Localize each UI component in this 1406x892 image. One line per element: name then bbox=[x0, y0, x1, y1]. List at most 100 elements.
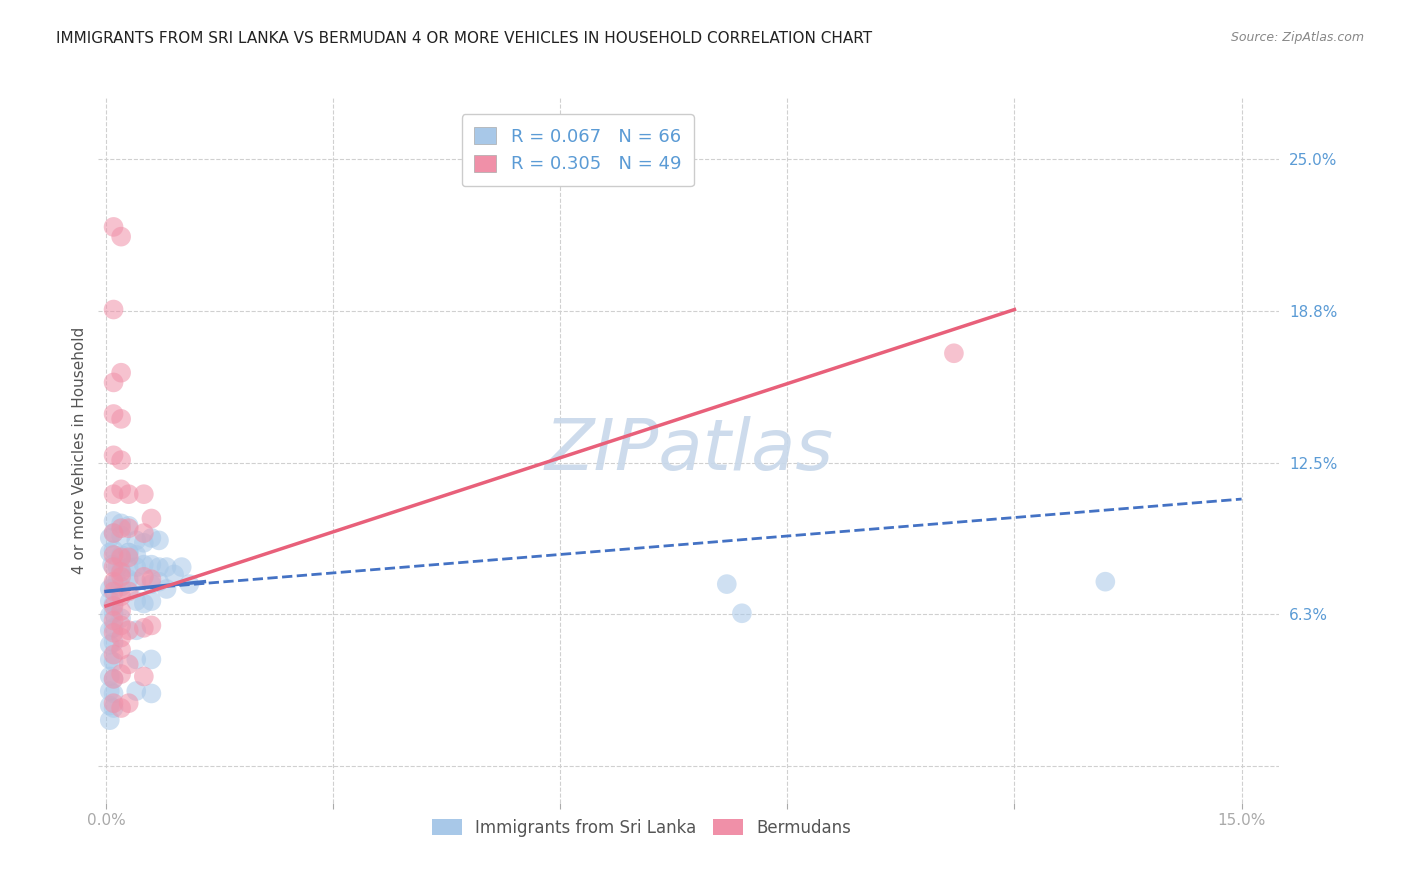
Point bbox=[98, 531, 121, 545]
Point bbox=[125, 624, 148, 638]
Point bbox=[103, 686, 125, 700]
Point bbox=[110, 483, 132, 497]
Point bbox=[98, 684, 121, 698]
Point bbox=[103, 696, 125, 710]
Point bbox=[103, 672, 125, 686]
Point bbox=[118, 657, 141, 672]
Point bbox=[103, 614, 125, 628]
Point bbox=[103, 577, 125, 591]
Point bbox=[132, 536, 155, 550]
Point bbox=[103, 302, 125, 317]
Point bbox=[148, 574, 170, 589]
Point bbox=[118, 521, 141, 535]
Point bbox=[1094, 574, 1116, 589]
Point bbox=[125, 684, 148, 698]
Point bbox=[103, 607, 125, 621]
Point bbox=[141, 572, 163, 586]
Point bbox=[103, 376, 125, 390]
Point bbox=[103, 599, 125, 613]
Point bbox=[110, 580, 132, 594]
Point bbox=[110, 642, 132, 657]
Point bbox=[98, 545, 121, 559]
Point bbox=[141, 686, 163, 700]
Point bbox=[118, 487, 141, 501]
Point bbox=[103, 672, 125, 686]
Legend: Immigrants from Sri Lanka, Bermudans: Immigrants from Sri Lanka, Bermudans bbox=[425, 813, 858, 844]
Point bbox=[132, 621, 155, 635]
Point bbox=[103, 635, 125, 649]
Point bbox=[98, 594, 121, 608]
Point bbox=[110, 516, 132, 531]
Point bbox=[132, 597, 155, 611]
Point bbox=[103, 597, 125, 611]
Point bbox=[110, 604, 132, 618]
Point bbox=[103, 701, 125, 715]
Point bbox=[148, 533, 170, 548]
Point bbox=[125, 560, 148, 574]
Point bbox=[118, 624, 141, 638]
Point bbox=[103, 548, 125, 562]
Point bbox=[141, 511, 163, 525]
Point bbox=[148, 560, 170, 574]
Point bbox=[110, 412, 132, 426]
Point bbox=[110, 521, 132, 535]
Point bbox=[141, 652, 163, 666]
Point bbox=[141, 531, 163, 545]
Point bbox=[110, 565, 132, 579]
Point bbox=[105, 560, 128, 574]
Point bbox=[103, 625, 125, 640]
Point bbox=[103, 407, 125, 421]
Point bbox=[98, 652, 121, 666]
Point bbox=[110, 589, 132, 603]
Point bbox=[103, 648, 125, 662]
Point bbox=[103, 526, 125, 541]
Point bbox=[141, 594, 163, 608]
Point bbox=[110, 550, 132, 565]
Text: Source: ZipAtlas.com: Source: ZipAtlas.com bbox=[1230, 31, 1364, 45]
Point bbox=[110, 548, 132, 562]
Point bbox=[110, 618, 132, 632]
Point bbox=[118, 560, 141, 574]
Point bbox=[98, 669, 121, 683]
Point bbox=[110, 570, 132, 584]
Point bbox=[103, 574, 125, 589]
Point bbox=[103, 514, 125, 528]
Point bbox=[98, 698, 121, 713]
Point bbox=[103, 621, 125, 635]
Point bbox=[98, 713, 121, 727]
Point bbox=[103, 560, 125, 574]
Point bbox=[98, 624, 121, 638]
Text: IMMIGRANTS FROM SRI LANKA VS BERMUDAN 4 OR MORE VEHICLES IN HOUSEHOLD CORRELATIO: IMMIGRANTS FROM SRI LANKA VS BERMUDAN 4 … bbox=[56, 31, 872, 46]
Point bbox=[118, 584, 141, 599]
Point bbox=[118, 545, 141, 559]
Point bbox=[103, 487, 125, 501]
Point bbox=[98, 582, 121, 596]
Point bbox=[179, 577, 201, 591]
Point bbox=[98, 638, 121, 652]
Point bbox=[170, 560, 193, 574]
Point bbox=[132, 526, 155, 541]
Point bbox=[110, 631, 132, 645]
Point bbox=[125, 533, 148, 548]
Point bbox=[103, 655, 125, 669]
Point bbox=[110, 611, 132, 625]
Point bbox=[103, 526, 125, 541]
Point bbox=[110, 366, 132, 380]
Text: ZIPatlas: ZIPatlas bbox=[544, 416, 834, 485]
Point bbox=[132, 570, 155, 584]
Point bbox=[98, 608, 121, 623]
Point bbox=[118, 550, 141, 565]
Point bbox=[155, 582, 177, 596]
Point bbox=[132, 558, 155, 572]
Point bbox=[103, 448, 125, 462]
Point bbox=[103, 219, 125, 234]
Point bbox=[103, 543, 125, 558]
Point bbox=[132, 487, 155, 501]
Point bbox=[716, 577, 738, 591]
Point bbox=[110, 229, 132, 244]
Point bbox=[731, 607, 754, 621]
Point bbox=[110, 528, 132, 542]
Point bbox=[132, 669, 155, 683]
Point bbox=[118, 696, 141, 710]
Point bbox=[103, 584, 125, 599]
